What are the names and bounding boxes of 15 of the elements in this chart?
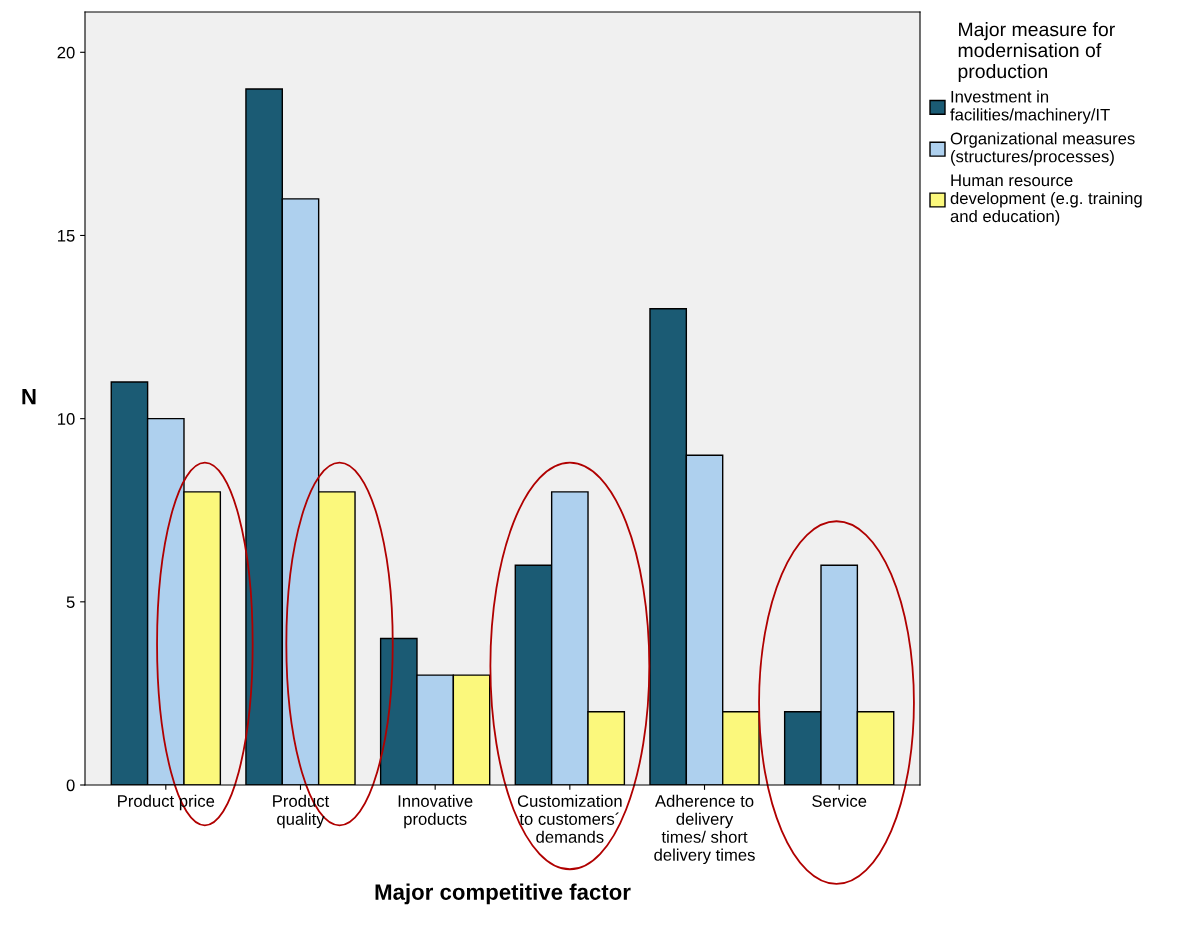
legend-label: Investment in facilities/machinery/IT (950, 90, 1110, 124)
y-axis-title: N (22, 388, 36, 405)
legend-label: Human resource development (e.g. training and education) (950, 174, 1142, 226)
x-tick-label: Innovative products (398, 794, 473, 829)
legend-label: Organizational measures (structures/processes) (950, 132, 1135, 166)
x-axis-title: Major competitive factor (375, 883, 631, 905)
legend-title: Major measure for modernisation of production (958, 22, 1115, 83)
x-tick-label: Adherence to delivery times/ short delivery times (654, 794, 755, 865)
y-tick-label: 10 (58, 413, 75, 425)
y-tick-label: 15 (58, 230, 75, 242)
y-tick-label: 5 (66, 596, 75, 609)
x-tick-label: Service (812, 794, 867, 807)
x-tick-label: Customization to customers´ demands (517, 794, 622, 843)
y-tick-label: 20 (57, 46, 75, 59)
y-tick-label: 0 (66, 779, 75, 792)
